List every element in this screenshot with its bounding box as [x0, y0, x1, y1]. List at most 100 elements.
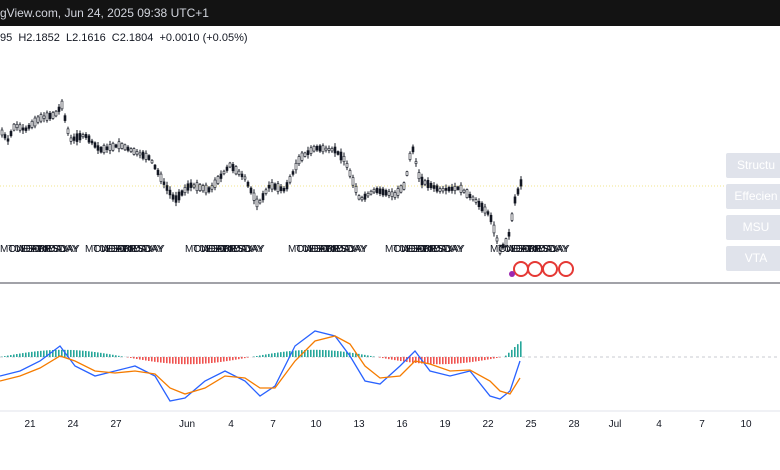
flag — [542, 261, 558, 277]
candle — [468, 194, 472, 198]
hist-bar — [337, 351, 339, 357]
hist-bar — [136, 357, 138, 360]
hist-bar — [469, 357, 471, 363]
indicator-button[interactable]: VTA — [726, 246, 780, 271]
candle — [456, 186, 460, 190]
candle — [81, 134, 85, 138]
signal-line — [0, 335, 521, 395]
session-label: WEDNESDAY — [101, 244, 165, 255]
hist-bar — [508, 352, 510, 357]
x-axis-label: 7 — [270, 419, 276, 430]
candle — [60, 100, 64, 110]
hist-bar — [37, 351, 39, 357]
hist-bar — [403, 357, 405, 362]
candle — [129, 148, 133, 152]
flag — [527, 261, 543, 277]
hist-bar — [352, 352, 354, 357]
candle — [120, 143, 124, 149]
hist-bar — [490, 357, 492, 360]
candle — [312, 145, 316, 152]
session-label: FRIDAY — [217, 244, 253, 255]
x-axis-label: 4 — [656, 419, 662, 430]
candle — [462, 189, 466, 193]
candle — [72, 136, 76, 141]
hist-bar — [322, 349, 324, 357]
candle — [423, 180, 427, 185]
candle — [165, 185, 169, 191]
candle — [222, 170, 226, 175]
candle — [24, 127, 28, 131]
indicator-button[interactable]: MSU — [726, 215, 780, 240]
candle — [9, 131, 13, 137]
hist-bar — [244, 357, 246, 359]
session-label: FRIDAY — [417, 244, 453, 255]
hist-bar — [343, 351, 345, 357]
candle — [105, 146, 109, 151]
candle — [159, 173, 163, 182]
candle — [87, 135, 91, 143]
candle — [276, 183, 280, 192]
candle — [489, 214, 493, 223]
hist-bar — [448, 357, 450, 365]
hist-bar — [355, 353, 357, 357]
hist-bar — [73, 350, 75, 357]
session-label: FRIDAY — [320, 244, 356, 255]
candle — [447, 187, 451, 192]
hist-bar — [385, 357, 387, 359]
hist-bar — [139, 357, 141, 360]
session-label: WEDNESDAY — [304, 244, 368, 255]
hist-bar — [220, 357, 222, 362]
hist-bar — [367, 355, 369, 357]
hist-bar — [445, 357, 447, 365]
session-label: TUESDAY — [93, 244, 140, 255]
candle — [108, 144, 112, 151]
hist-bar — [289, 351, 291, 357]
session-label: MONDAY — [288, 244, 331, 255]
candle — [192, 184, 196, 188]
hist-bar — [451, 357, 453, 364]
candle — [213, 179, 217, 188]
candle — [162, 181, 166, 185]
session-label: WEDNESDAY — [401, 244, 465, 255]
hist-bar — [313, 349, 315, 357]
hist-bar — [298, 350, 300, 357]
title: gView.com, Jun 24, 2025 09:38 UTC+1 — [0, 6, 209, 20]
hist-bar — [520, 341, 522, 357]
candle — [435, 185, 439, 192]
session-label: TUESDAY — [393, 244, 440, 255]
hist-bar — [142, 357, 144, 361]
candle — [150, 160, 154, 164]
hist-bar — [10, 355, 12, 357]
x-axis-label: 7 — [699, 419, 705, 430]
x-axis-label: 10 — [310, 419, 322, 430]
candle — [345, 163, 349, 168]
candle — [357, 195, 361, 200]
hist-bar — [130, 357, 132, 358]
hist-bar — [325, 350, 327, 357]
hist-bar — [379, 357, 381, 358]
candle — [369, 190, 373, 195]
candle — [444, 188, 448, 191]
candle — [315, 145, 319, 151]
x-axis-label: 16 — [396, 419, 408, 430]
indicator-button[interactable]: Structu — [726, 153, 780, 178]
candle — [498, 246, 502, 254]
session-label: MONDAY — [385, 244, 428, 255]
hist-bar — [487, 357, 489, 360]
hist-bar — [28, 352, 30, 357]
session-label: FRIDAY — [32, 244, 68, 255]
hist-bar — [232, 357, 234, 361]
candle — [102, 145, 106, 153]
hist-bar — [271, 353, 273, 357]
hist-bar — [22, 353, 24, 357]
candle — [21, 127, 25, 131]
hist-bar — [265, 354, 267, 357]
hist-bar — [391, 357, 393, 360]
hist-bar — [493, 357, 495, 359]
hist-bar — [13, 354, 15, 357]
candle — [378, 188, 382, 194]
candle — [279, 186, 283, 191]
indicator-button[interactable]: Effecien — [726, 184, 780, 209]
candle — [405, 171, 409, 176]
